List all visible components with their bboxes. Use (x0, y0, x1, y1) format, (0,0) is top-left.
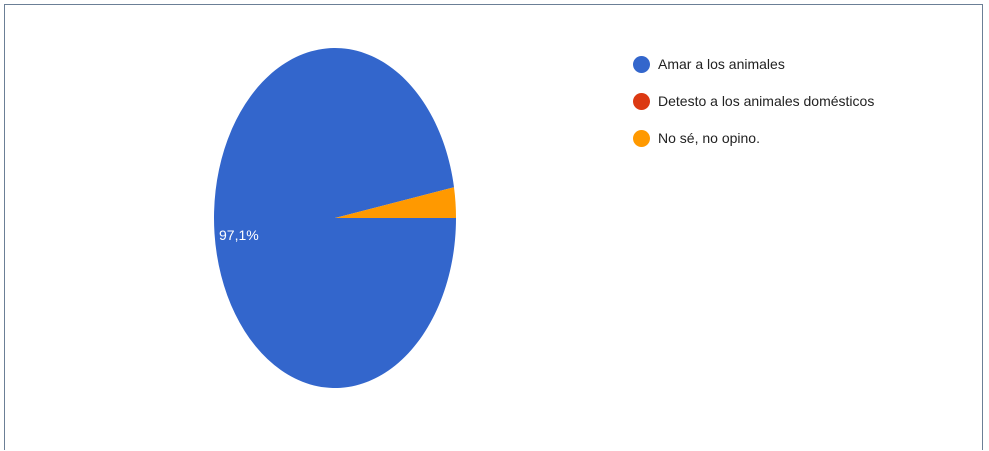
legend-label-no-se: No sé, no opino. (658, 130, 760, 146)
legend-item-no-se[interactable]: No sé, no opino. (633, 126, 874, 150)
legend-swatch-no-se (633, 129, 650, 147)
chart-legend: Amar a los animales Detesto a los animal… (633, 52, 874, 163)
legend-item-detesto[interactable]: Detesto a los animales domésticos (633, 89, 874, 113)
chart-frame (4, 4, 983, 450)
legend-item-amar[interactable]: Amar a los animales (633, 52, 874, 76)
pie-slice-amar[interactable] (213, 48, 456, 389)
pie-slice-label-amar: 97,1% (219, 227, 259, 243)
legend-label-amar: Amar a los animales (658, 56, 785, 72)
legend-label-detesto: Detesto a los animales domésticos (658, 93, 875, 109)
legend-swatch-detesto (633, 92, 650, 110)
pie-slice-no-se[interactable] (335, 187, 456, 218)
legend-swatch-amar (633, 55, 650, 73)
